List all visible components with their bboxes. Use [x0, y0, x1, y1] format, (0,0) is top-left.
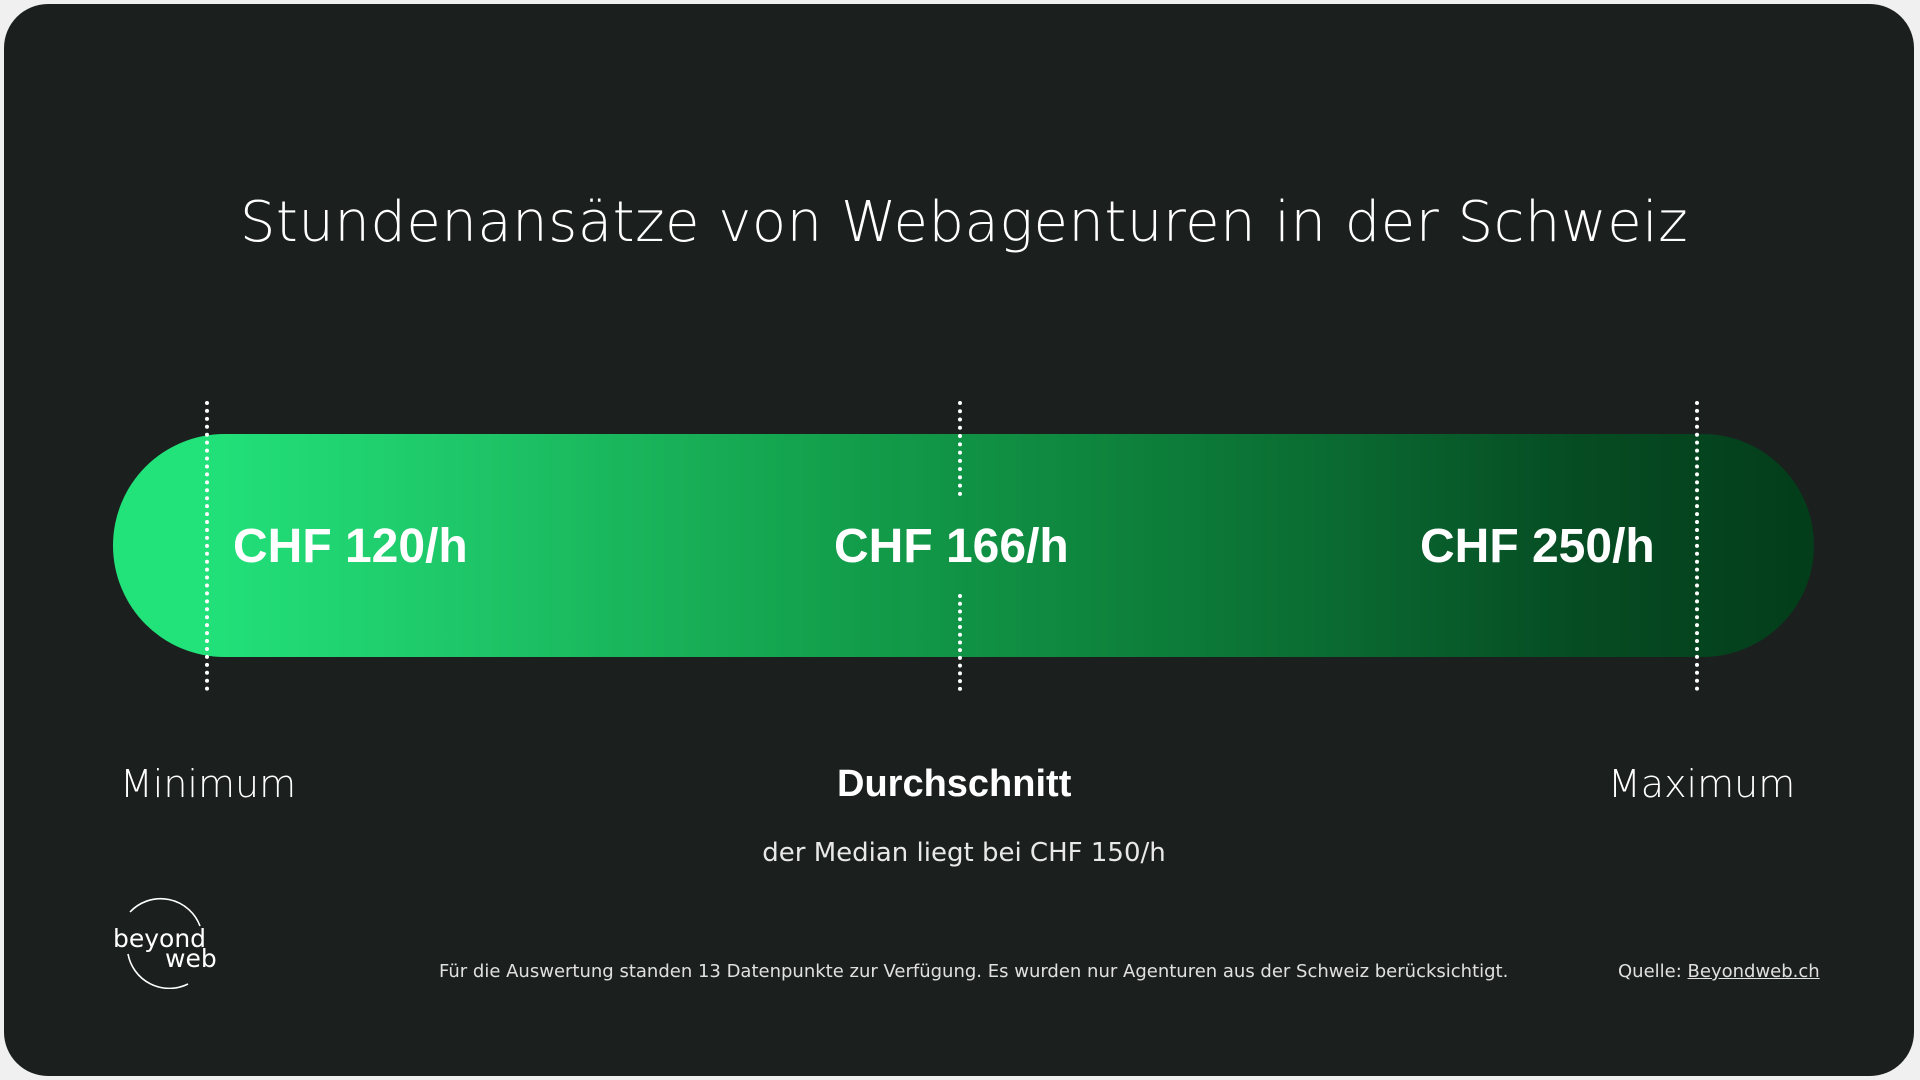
- source-prefix: Quelle:: [1618, 961, 1682, 982]
- chart-title: Stundenansätze von Webagenturen in der S…: [239, 190, 1689, 255]
- logo-circle-icon: [127, 897, 201, 989]
- footer-source: Quelle: Beyondweb.ch: [1618, 961, 1820, 982]
- maximum-caption: Maximum: [1608, 762, 1796, 806]
- minimum-caption: Minimum: [120, 762, 297, 806]
- average-value: CHF 166/h: [834, 520, 1069, 573]
- infographic-card: Stundenansätze von Webagenturen in der S…: [4, 4, 1914, 1076]
- average-caption: Durchschnitt: [837, 763, 1072, 805]
- footer-note: Für die Auswertung standen 13 Datenpunkt…: [439, 961, 1509, 982]
- beyondweb-logo: beyond web: [108, 894, 218, 989]
- source-link[interactable]: Beyondweb.ch: [1687, 961, 1820, 982]
- minimum-marker: [205, 401, 209, 691]
- range-bar: [113, 434, 1814, 657]
- maximum-value: CHF 250/h: [1420, 520, 1655, 573]
- logo-text-beyond: beyond: [113, 924, 207, 953]
- minimum-value: CHF 120/h: [233, 520, 468, 573]
- average-marker-bottom: [958, 594, 962, 691]
- maximum-marker: [1695, 401, 1699, 691]
- logo-text-web: web: [165, 944, 217, 973]
- median-note: der Median liegt bei CHF 150/h: [762, 838, 1166, 868]
- average-marker-top: [958, 401, 962, 496]
